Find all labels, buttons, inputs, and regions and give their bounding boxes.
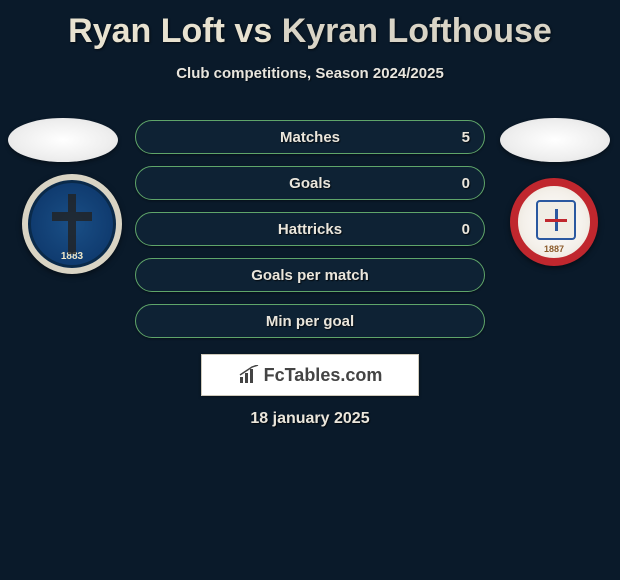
stat-label: Matches: [280, 129, 340, 146]
club2-crest: 1887: [510, 178, 598, 266]
player2-name: Kyran Lofthouse: [282, 12, 552, 50]
date-text: 18 january 2025: [0, 410, 620, 428]
stats-table: Matches 5 Goals 0 Hattricks 0 Goals per …: [135, 120, 485, 350]
subtitle: Club competitions, Season 2024/2025: [0, 65, 620, 82]
stat-value-right: 0: [462, 167, 470, 199]
club2-year: 1887: [518, 244, 590, 254]
stat-label: Hattricks: [278, 221, 342, 238]
player1-name: Ryan Loft: [68, 12, 225, 50]
club1-year: 1883: [28, 251, 116, 262]
stat-row-goals: Goals 0: [135, 166, 485, 200]
stat-row-hattricks: Hattricks 0: [135, 212, 485, 246]
stat-value-right: 5: [462, 121, 470, 153]
stat-label: Goals: [289, 175, 331, 192]
stat-label: Goals per match: [251, 267, 369, 284]
stat-row-min-per-goal: Min per goal: [135, 304, 485, 338]
club1-crest: 1883: [22, 174, 122, 274]
player2-photo: [500, 118, 610, 162]
player1-photo: [8, 118, 118, 162]
comparison-title: Ryan Loft vs Kyran Lofthouse: [0, 0, 620, 51]
stat-row-goals-per-match: Goals per match: [135, 258, 485, 292]
vs-text: vs: [234, 12, 272, 50]
stat-value-right: 0: [462, 213, 470, 245]
brand-box: FcTables.com: [201, 354, 419, 396]
brand-chart-icon: [238, 365, 260, 385]
stat-label: Min per goal: [266, 313, 354, 330]
stat-row-matches: Matches 5: [135, 120, 485, 154]
brand-text: FcTables.com: [264, 365, 383, 386]
